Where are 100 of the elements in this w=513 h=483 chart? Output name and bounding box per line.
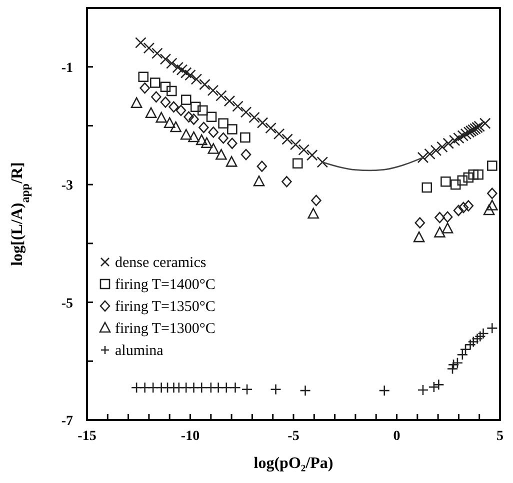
point <box>316 156 328 168</box>
point <box>240 148 252 160</box>
point <box>458 202 469 214</box>
line-series <box>322 156 424 172</box>
point <box>180 94 192 105</box>
point <box>487 160 498 171</box>
point <box>168 101 179 113</box>
point <box>241 384 253 396</box>
point <box>196 134 208 146</box>
point <box>240 106 252 118</box>
legend-label: firing T=1300°C <box>115 321 216 337</box>
point <box>180 67 192 78</box>
point <box>378 384 390 396</box>
point <box>473 169 484 180</box>
point <box>453 132 464 144</box>
point <box>184 111 194 123</box>
point <box>164 117 176 128</box>
point <box>479 118 491 130</box>
point <box>199 78 210 90</box>
point <box>138 72 149 82</box>
point <box>442 138 454 150</box>
point <box>190 102 201 112</box>
x-tick-label: -15 <box>78 429 96 444</box>
point <box>430 144 442 156</box>
point <box>207 84 219 96</box>
point <box>190 74 202 85</box>
point <box>298 144 310 156</box>
point <box>176 64 188 76</box>
point <box>198 122 209 134</box>
point <box>150 78 160 88</box>
point <box>208 126 219 138</box>
point <box>216 90 227 102</box>
legend-label: dense ceramics <box>115 255 206 271</box>
y-tick-label: -5 <box>61 296 73 312</box>
point <box>463 200 474 212</box>
point <box>434 212 445 224</box>
point <box>135 37 146 48</box>
point <box>256 160 268 172</box>
y-tick-label: -7 <box>61 414 73 429</box>
point <box>273 128 285 140</box>
point <box>188 131 200 142</box>
x-axis-title: log(pO₂/Pa) <box>254 455 334 472</box>
point <box>176 104 186 116</box>
point <box>434 226 446 238</box>
point <box>218 132 228 144</box>
point <box>224 95 236 107</box>
point <box>436 141 448 153</box>
point <box>417 384 429 396</box>
point <box>457 175 468 186</box>
point <box>265 122 276 134</box>
point <box>232 100 244 112</box>
x-tick-label: -5 <box>288 429 300 444</box>
point <box>417 152 429 164</box>
point <box>218 118 228 129</box>
point <box>457 130 468 142</box>
point <box>160 82 171 92</box>
point <box>166 58 178 69</box>
point <box>292 158 303 169</box>
point <box>160 96 171 108</box>
point <box>414 217 426 228</box>
point <box>143 42 155 54</box>
point <box>248 112 260 124</box>
point <box>442 222 454 234</box>
x-tick-label: -10 <box>180 429 200 444</box>
y-tick-label: -1 <box>61 60 73 76</box>
point <box>468 169 479 180</box>
point <box>184 69 196 81</box>
point <box>172 62 184 74</box>
point <box>152 48 163 59</box>
point <box>151 91 162 103</box>
point <box>424 148 436 160</box>
legend-label: firing T=1400°C <box>115 277 216 293</box>
point <box>282 134 293 145</box>
point <box>460 128 472 140</box>
point <box>201 137 212 148</box>
point <box>282 176 292 188</box>
point <box>160 54 172 65</box>
point <box>311 194 322 206</box>
y-tick-label: -3 <box>61 178 73 194</box>
point <box>208 143 220 154</box>
point <box>450 179 461 190</box>
point <box>188 114 199 125</box>
point <box>486 200 498 210</box>
point <box>308 208 319 219</box>
point <box>428 381 440 393</box>
point <box>130 97 142 108</box>
point <box>180 128 192 140</box>
point <box>483 204 495 216</box>
point <box>240 132 250 143</box>
point <box>197 105 208 116</box>
point <box>306 149 318 161</box>
point <box>456 349 468 360</box>
point <box>440 176 451 187</box>
legend-label: firing T=1350°C <box>115 299 216 315</box>
point <box>140 82 150 94</box>
point <box>227 124 238 134</box>
point <box>156 112 167 123</box>
point <box>413 231 425 242</box>
point <box>166 86 177 96</box>
point <box>227 138 238 150</box>
